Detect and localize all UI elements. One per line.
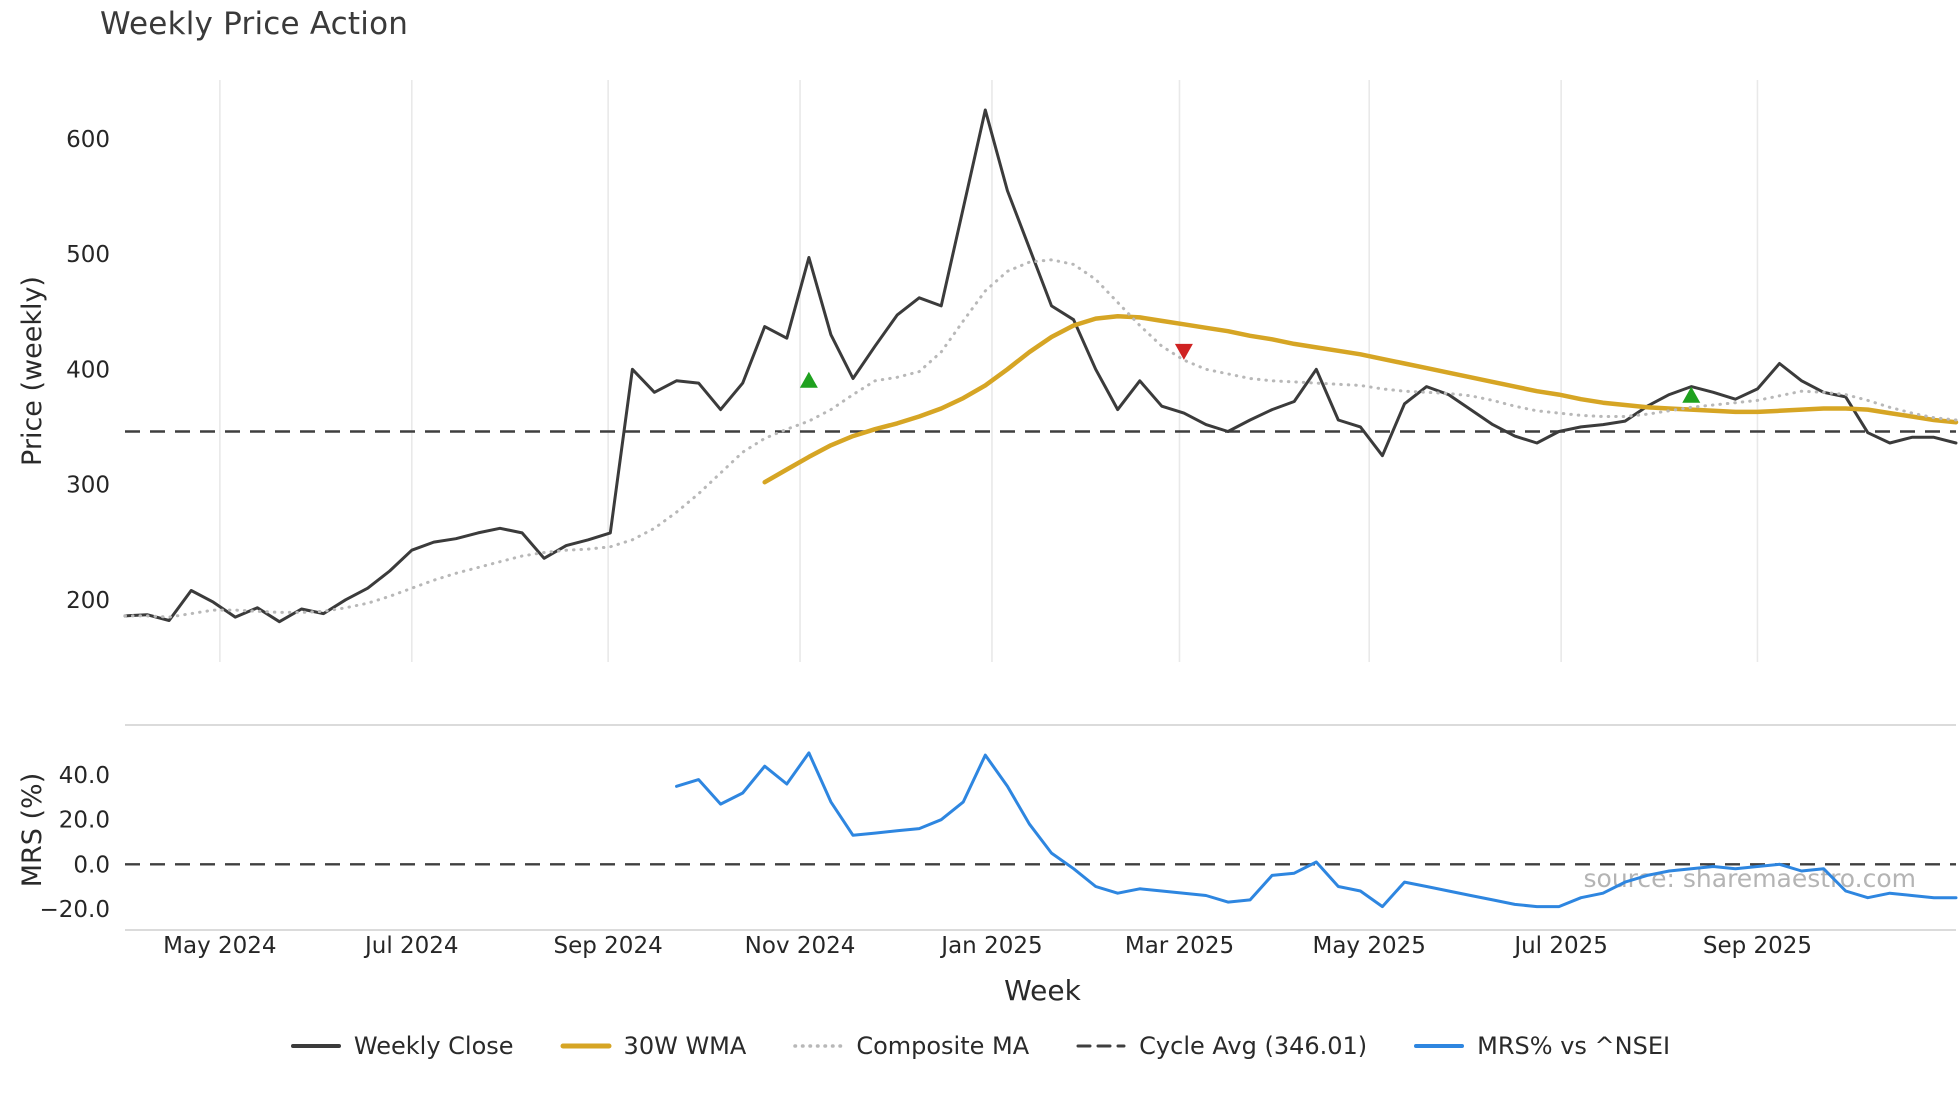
legend-swatch-dotted-line-icon	[793, 1044, 844, 1048]
chart-title: Weekly Price Action	[100, 6, 409, 42]
legend-label: 30W WMA	[623, 1032, 747, 1060]
series-mrs-vs-nsei-line	[675, 751, 1958, 909]
y-tick-label: 400	[66, 357, 110, 383]
y-tick-label: 600	[66, 127, 110, 153]
legend-swatch-solid-line-icon	[290, 1044, 341, 1048]
y-tick-label: −20.0	[40, 897, 110, 923]
x-tick-label: Sep 2025	[1703, 933, 1812, 959]
y-tick-label: 40.0	[59, 763, 110, 789]
x-tick-label: Sep 2024	[554, 933, 663, 959]
legend-swatch-dashed-line-icon	[1076, 1044, 1126, 1048]
buy-signal-marker	[799, 371, 818, 388]
sell-signal-marker	[1174, 343, 1193, 360]
y-tick-label: 500	[66, 242, 110, 268]
legend-item-cycle-avg-346-01-: Cycle Avg (346.01)	[1075, 1032, 1367, 1060]
x-tick-label: Jul 2025	[1512, 933, 1608, 959]
y-tick-label: 300	[66, 473, 110, 499]
legend-item-30w-wma: 30W WMA	[560, 1032, 747, 1060]
buy-signal-marker	[1682, 386, 1701, 403]
x-tick-label: May 2025	[1312, 933, 1425, 959]
y-tick-label: 0.0	[73, 852, 110, 878]
legend-swatch-solid-line-icon	[560, 1043, 612, 1049]
y-tick-label: 20.0	[59, 808, 110, 834]
legend-item-composite-ma: Composite MA	[792, 1032, 1029, 1060]
legend-label: Composite MA	[856, 1032, 1030, 1060]
x-tick-label: Jul 2024	[363, 933, 459, 959]
x-axis-label: Week	[1004, 974, 1081, 1007]
legend-item-weekly-close: Weekly Close	[290, 1032, 514, 1060]
x-tick-label: Mar 2025	[1125, 933, 1234, 959]
legend-swatch-solid-line-icon	[1414, 1044, 1465, 1048]
y-tick-label: 200	[66, 588, 110, 614]
x-tick-label: Nov 2024	[745, 933, 856, 959]
legend: Weekly Close 30W WMA Composite MA Cycle Avg…	[0, 1032, 1960, 1060]
series-weekly-close-line	[123, 108, 1958, 624]
legend-item-mrs-vs-nsei: MRS% vs ^NSEI	[1413, 1032, 1670, 1060]
series-30w-wma-line	[762, 314, 1959, 485]
x-tick-label: May 2024	[163, 933, 276, 959]
legend-label: Cycle Avg (346.01)	[1139, 1032, 1368, 1060]
x-tick-label: Jan 2025	[939, 933, 1042, 959]
legend-label: MRS% vs ^NSEI	[1477, 1032, 1671, 1060]
legend-label: Weekly Close	[353, 1032, 514, 1060]
